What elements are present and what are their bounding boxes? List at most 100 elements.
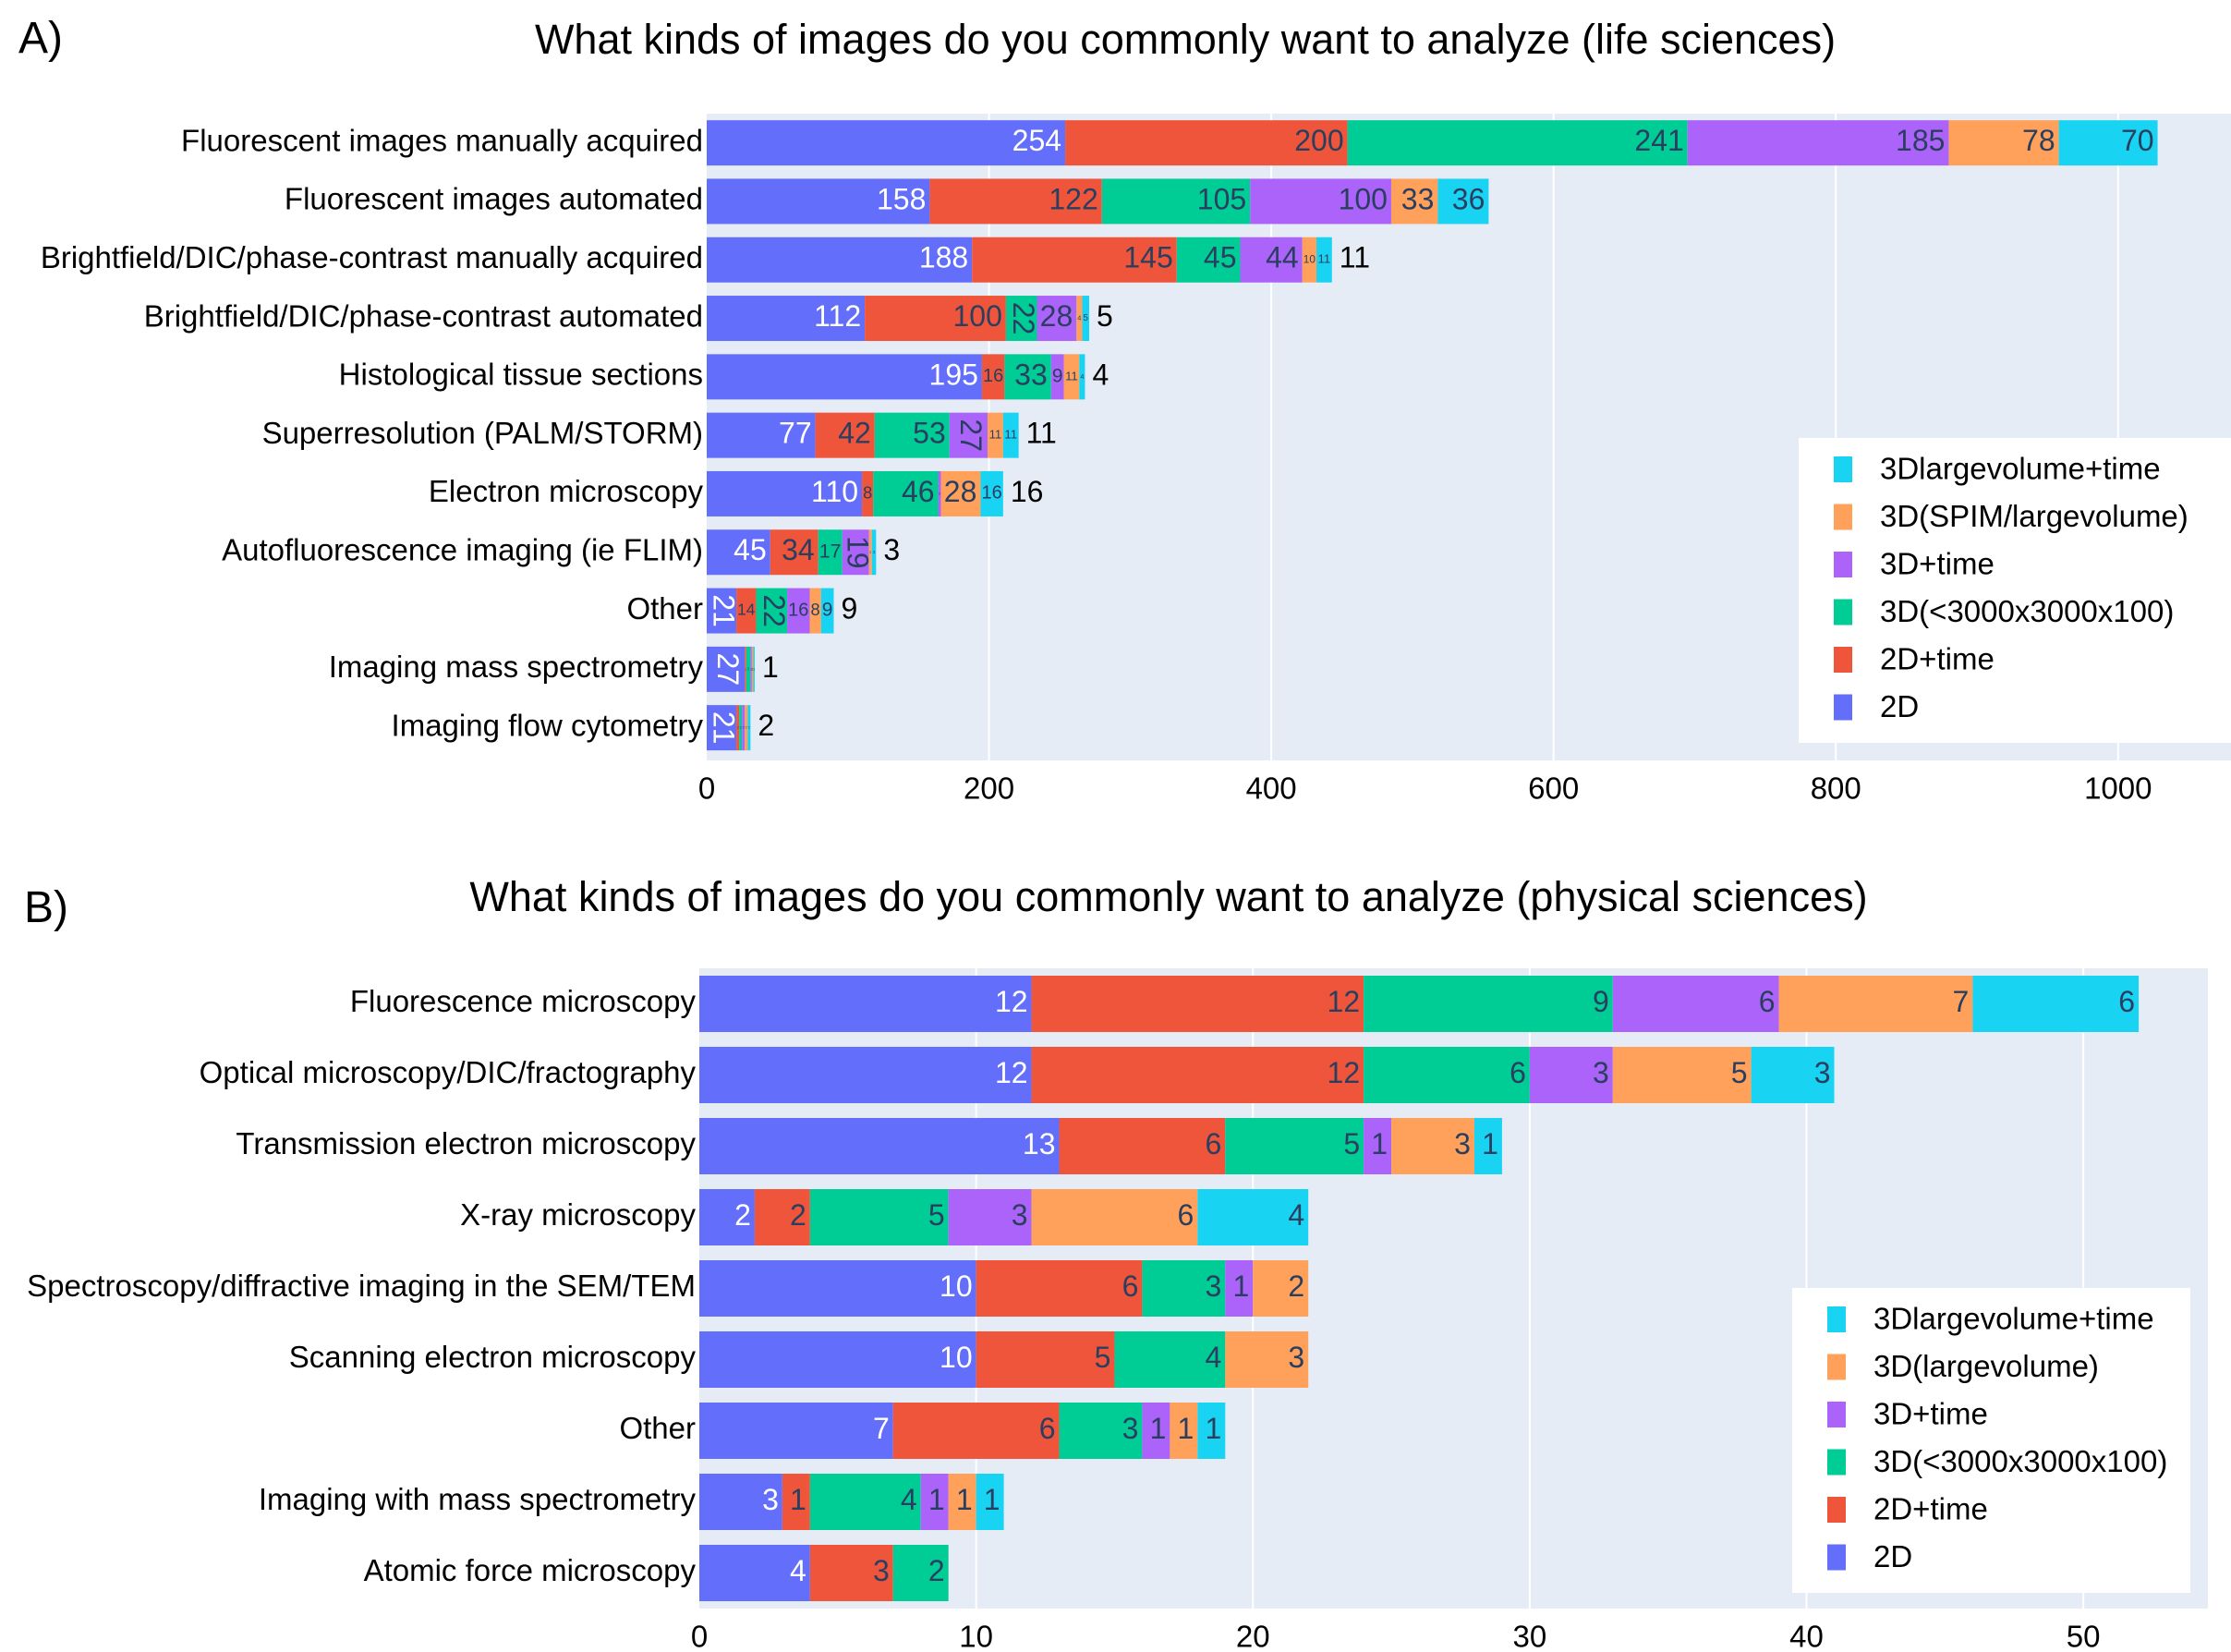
data-label: 6 (1178, 1198, 1194, 1232)
bar-segment (707, 529, 770, 576)
bar-segment (1612, 976, 1779, 1032)
data-label: 3 (873, 550, 876, 554)
x-tick-label: 1000 (2084, 771, 2152, 806)
bar-segment (1031, 976, 1364, 1032)
data-label: 1 (790, 1483, 806, 1516)
category-label: Autofluorescence imaging (ie FLIM) (222, 532, 703, 566)
data-label: 28 (944, 475, 977, 508)
data-label: 7 (1953, 985, 1970, 1018)
bar-segment (929, 178, 1102, 225)
data-label: 4 (790, 1554, 806, 1587)
bar-segment (1197, 1403, 1226, 1459)
data-label: 27 (711, 653, 745, 686)
data-label: 3 (762, 1483, 779, 1516)
data-label: 2 (928, 1554, 945, 1587)
data-label: 100 (952, 299, 1001, 333)
bar-segment (809, 1474, 921, 1530)
data-label: 10 (940, 1341, 973, 1374)
bar-segment (707, 178, 930, 225)
data-label: 33 (1401, 182, 1435, 215)
bar-segment (1059, 1118, 1226, 1174)
bar-segment (1316, 237, 1332, 283)
legend-box (1799, 438, 2231, 743)
data-label: 105 (1197, 182, 1246, 215)
data-label: 110 (811, 475, 858, 508)
category-label: Fluorescence microscopy (350, 984, 697, 1018)
category-label: Scanning electron microscopy (289, 1340, 697, 1374)
bar-segment (699, 976, 1032, 1032)
data-label-outside: 9 (842, 592, 858, 626)
data-label: 33 (1014, 358, 1048, 391)
data-label: 77 (779, 417, 812, 450)
data-label: 3 (1593, 1056, 1609, 1089)
data-label: 5 (1731, 1056, 1748, 1089)
bar-segment (707, 705, 737, 751)
data-label: 4 (1080, 372, 1084, 381)
bar-segment (820, 588, 834, 634)
bar-segment (787, 588, 810, 634)
data-label: 3 (1454, 1127, 1471, 1160)
bar-segment (699, 1189, 755, 1245)
bar-segment (1364, 976, 1613, 1032)
legend-label: 3D(largevolume) (1873, 1349, 2099, 1383)
bar-segment (1751, 1047, 1835, 1103)
x-tick-label: 30 (1513, 1620, 1547, 1652)
legend-swatch (1827, 1449, 1846, 1476)
data-label: 1 (753, 666, 756, 671)
category-label: Histological tissue sections (339, 358, 703, 392)
data-label: 3 (1206, 1269, 1222, 1303)
legend-label: 3D(<3000x3000x100) (1873, 1444, 2167, 1478)
data-label: 1 (752, 666, 755, 671)
data-label: 2 (939, 492, 941, 496)
bar-segment (809, 1545, 893, 1601)
data-label: 1 (1150, 1412, 1167, 1445)
data-label: 1 (750, 666, 753, 671)
bar-segment (1391, 1118, 1474, 1174)
data-label: 10 (1303, 252, 1316, 265)
bar-segment (707, 646, 746, 692)
bar-segment (1031, 1047, 1364, 1103)
bar-segment (862, 470, 874, 516)
data-label: 1 (745, 666, 747, 671)
category-label: Optical microscopy/DIC/fractography (200, 1055, 697, 1089)
data-label: 3 (1288, 1341, 1304, 1374)
data-label: 6 (2118, 985, 2135, 1018)
legend-swatch (1834, 552, 1852, 577)
data-label: 9 (822, 600, 833, 621)
bar-segment (1050, 354, 1064, 400)
data-label: 3 (1814, 1056, 1831, 1089)
bar-segment (1114, 1331, 1226, 1388)
data-label: 5 (1095, 1341, 1111, 1374)
x-tick-label: 50 (2067, 1620, 2101, 1652)
category-label: Spectroscopy/diffractive imaging in the … (27, 1269, 696, 1303)
bar-segment (981, 354, 1005, 400)
bar-segment (1529, 1047, 1613, 1103)
data-label: 45 (1204, 241, 1237, 274)
data-label: 200 (1294, 124, 1343, 157)
bar-segment (940, 470, 981, 516)
legend-swatch (1827, 1354, 1846, 1380)
data-label-outside: 11 (1026, 417, 1057, 450)
chart-title: What kinds of images do you commonly wan… (535, 16, 1836, 63)
x-tick-label: 800 (1811, 771, 1861, 806)
data-label: 10 (940, 1269, 973, 1303)
panel-label-b: B) (24, 883, 68, 932)
legend-label: 2D+time (1880, 642, 1995, 676)
data-label: 2 (734, 1198, 751, 1232)
bar-segment (1176, 237, 1241, 283)
data-label: 3 (873, 1554, 890, 1587)
data-label: 185 (1896, 124, 1945, 157)
data-label: 188 (919, 241, 968, 274)
bar-segment (782, 1474, 810, 1530)
data-label: 6 (1039, 1412, 1056, 1445)
bar-segment (1082, 296, 1090, 342)
bar-segment (1390, 178, 1438, 225)
data-label: 2 (740, 725, 743, 730)
data-label: 254 (1012, 124, 1061, 157)
bar-segment (972, 237, 1177, 283)
data-label-outside: 4 (1092, 358, 1109, 391)
x-tick-label: 0 (691, 1620, 708, 1652)
data-label: 22 (758, 594, 791, 627)
bar-segment (1197, 1189, 1309, 1245)
bar-segment (1347, 120, 1688, 166)
